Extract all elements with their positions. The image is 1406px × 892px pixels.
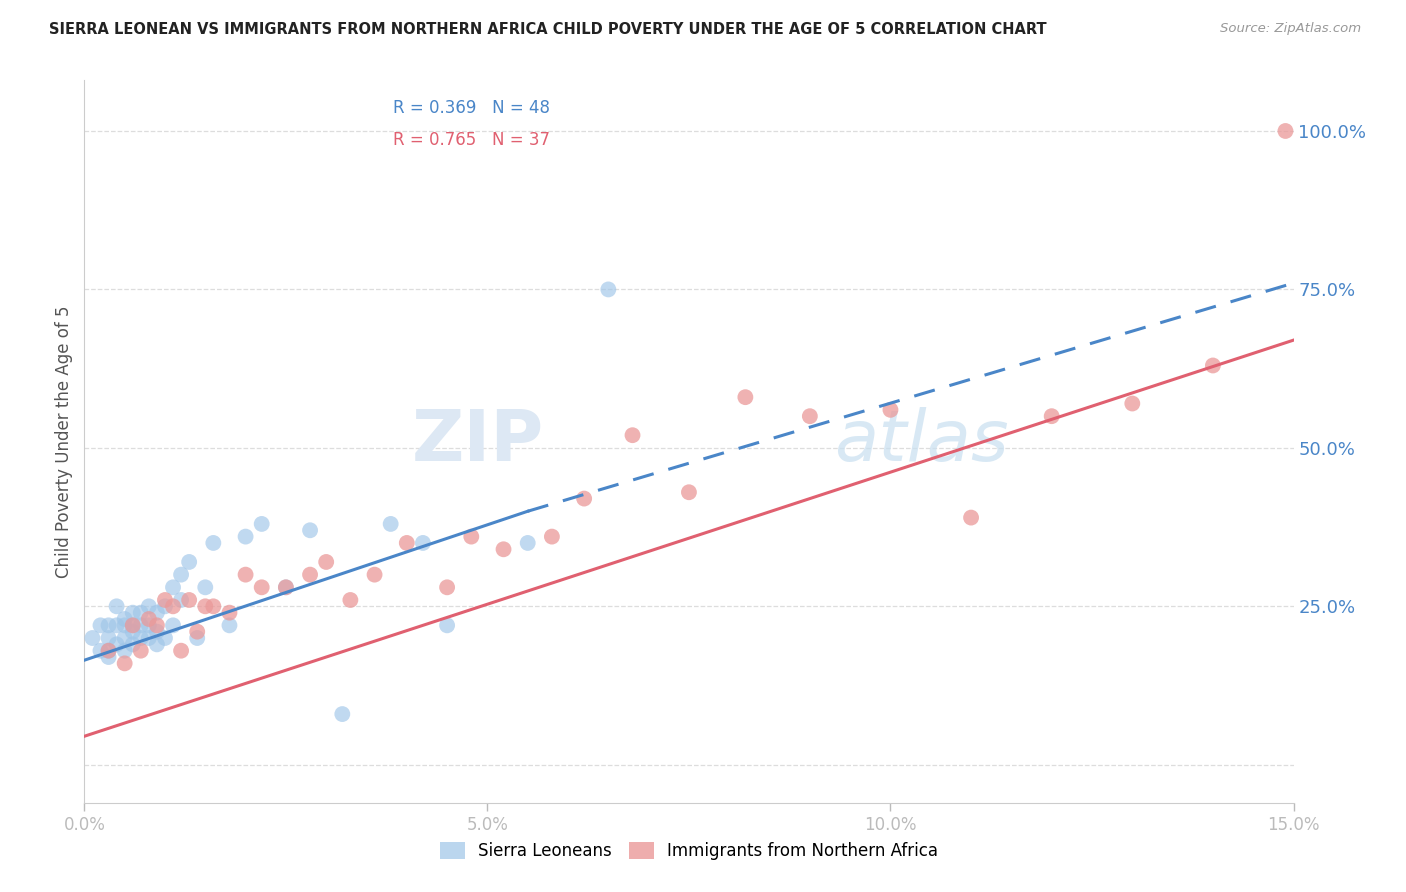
Text: atlas: atlas (834, 407, 1008, 476)
Point (153, 593, 176, 607)
Point (436, 618, 458, 632)
Text: R = 0.369   N = 48: R = 0.369 N = 48 (392, 99, 550, 117)
Point (299, 523, 322, 537)
Point (202, 599, 225, 614)
Point (129, 643, 152, 657)
Point (274, 580, 297, 594)
Y-axis label: Child Poverty Under the Age of 5: Child Poverty Under the Age of 5 (55, 305, 73, 578)
Point (138, 631, 160, 645)
Point (121, 618, 143, 632)
Point (395, 536, 418, 550)
Text: Source: ZipAtlas.com: Source: ZipAtlas.com (1220, 22, 1361, 36)
Point (186, 624, 208, 639)
Point (202, 536, 225, 550)
Point (114, 612, 136, 626)
Text: R = 0.765   N = 37: R = 0.765 N = 37 (392, 131, 550, 149)
Point (218, 606, 240, 620)
Point (170, 593, 193, 607)
Point (114, 631, 136, 645)
Legend: Sierra Leoneans, Immigrants from Northern Africa: Sierra Leoneans, Immigrants from Norther… (433, 835, 945, 867)
Text: SIERRA LEONEAN VS IMMIGRANTS FROM NORTHERN AFRICA CHILD POVERTY UNDER THE AGE OF: SIERRA LEONEAN VS IMMIGRANTS FROM NORTHE… (49, 22, 1047, 37)
Point (960, 510, 983, 524)
Point (250, 516, 273, 531)
Point (170, 567, 193, 582)
Point (129, 631, 152, 645)
Point (105, 599, 128, 614)
Point (621, 428, 644, 442)
Point (129, 618, 152, 632)
Point (250, 580, 273, 594)
Point (82, 631, 104, 645)
Point (235, 567, 257, 582)
Point (170, 643, 193, 657)
Point (146, 618, 169, 632)
Point (541, 530, 564, 544)
Point (121, 606, 143, 620)
Point (138, 618, 160, 632)
Point (380, 516, 402, 531)
Point (138, 599, 160, 614)
Point (330, 707, 353, 722)
Point (138, 612, 160, 626)
Point (315, 555, 337, 569)
Point (129, 606, 152, 620)
Point (194, 580, 217, 594)
Point (1121, 396, 1143, 410)
Point (146, 624, 169, 639)
Point (114, 657, 136, 671)
Point (186, 631, 208, 645)
Point (194, 599, 217, 614)
Point (218, 618, 240, 632)
Point (89, 643, 111, 657)
Point (1274, 124, 1296, 138)
Point (879, 402, 901, 417)
Point (97, 650, 120, 665)
Point (734, 390, 756, 404)
Point (121, 618, 143, 632)
Point (436, 580, 458, 594)
Point (339, 593, 361, 607)
Point (97, 618, 120, 632)
Point (146, 637, 169, 651)
Point (412, 536, 434, 550)
Point (153, 631, 176, 645)
Text: ZIP: ZIP (412, 407, 544, 476)
Point (572, 491, 595, 506)
Point (179, 593, 201, 607)
Point (105, 618, 128, 632)
Point (460, 530, 482, 544)
Point (363, 567, 385, 582)
Point (105, 637, 128, 651)
Point (146, 606, 169, 620)
Point (162, 599, 184, 614)
Point (162, 618, 184, 632)
Point (153, 599, 176, 614)
Point (114, 643, 136, 657)
Point (1040, 409, 1063, 424)
Point (235, 530, 257, 544)
Point (516, 536, 538, 550)
Point (274, 580, 297, 594)
Point (97, 631, 120, 645)
Point (799, 409, 821, 424)
Point (678, 485, 700, 500)
Point (162, 580, 184, 594)
Point (97, 643, 120, 657)
Point (299, 567, 322, 582)
Point (179, 555, 201, 569)
Point (97, 643, 120, 657)
Point (89, 618, 111, 632)
Point (492, 542, 515, 557)
Point (598, 282, 620, 296)
Point (121, 624, 143, 639)
Point (121, 637, 143, 651)
Point (114, 618, 136, 632)
Point (1202, 359, 1225, 373)
